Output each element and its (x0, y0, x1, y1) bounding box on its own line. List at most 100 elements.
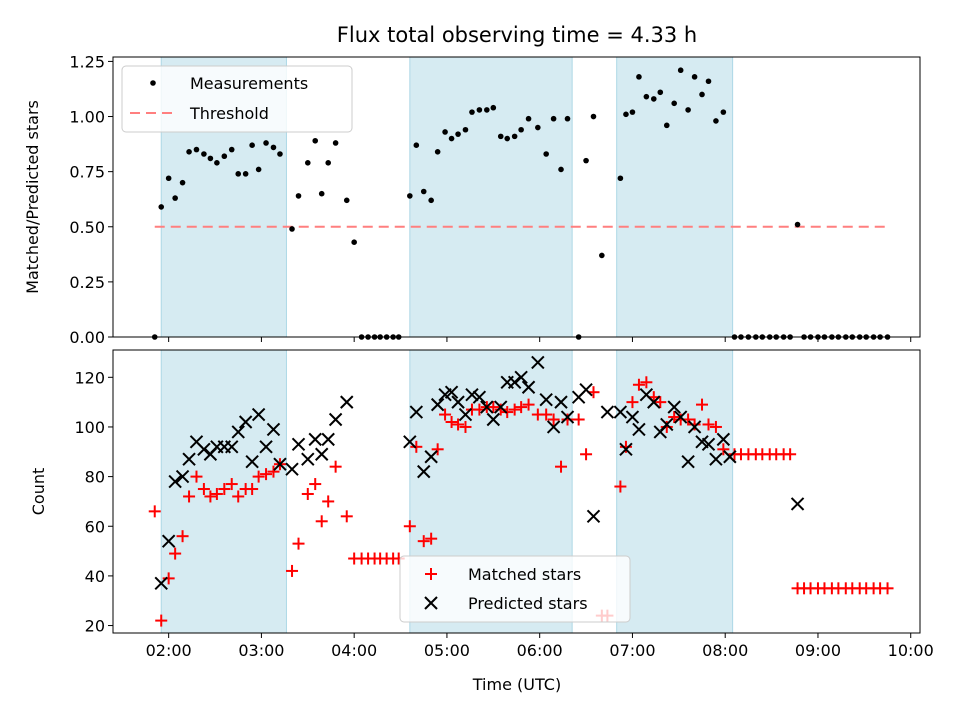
matched-star-point (881, 582, 894, 595)
legend-label-matched: Matched stars (468, 565, 581, 584)
matched-star-point (169, 547, 182, 560)
predicted-star-point (521, 380, 536, 394)
measurement-point (636, 74, 642, 80)
predicted-star-point (430, 397, 445, 412)
predicted-star-point (472, 390, 487, 404)
measurement-point (691, 74, 698, 80)
measurement-point (484, 107, 490, 113)
measurement-point (705, 78, 712, 85)
y-tick-label: 0.25 (69, 273, 105, 292)
measurement-point (235, 171, 242, 177)
measurements-legend-marker (150, 80, 156, 86)
measurement-point (525, 115, 532, 122)
predicted-star-point (560, 410, 575, 424)
predicted-star-point (494, 400, 508, 414)
predicted-star-point (586, 509, 601, 524)
predicted-star-point (175, 469, 190, 484)
matched-star-point (183, 490, 196, 503)
measurement-point (228, 146, 235, 153)
predicted-star-point (291, 437, 306, 452)
predicted-star-point (273, 457, 287, 471)
matched-star-point (540, 408, 553, 421)
predicted-star-point (554, 395, 568, 409)
matched-star-point (660, 420, 673, 433)
matched-star-point (260, 468, 273, 481)
predicted-star-point (251, 407, 266, 422)
predicted-star-point (613, 405, 628, 419)
measurement-point (583, 157, 589, 164)
predicted-star-point (409, 405, 424, 419)
matched-star-point (619, 440, 632, 453)
measurement-point (677, 67, 684, 74)
y-tick-label: 60 (85, 517, 105, 536)
measurement-point (794, 221, 801, 228)
predicted-star-point (701, 437, 716, 452)
measurement-point (207, 155, 214, 162)
predicted-star-point (507, 375, 522, 389)
measurement-point (407, 193, 413, 199)
predicted-star-point (328, 412, 343, 427)
measurement-point (511, 133, 518, 140)
predicted-star-point (480, 400, 494, 414)
predicted-star-point (600, 405, 615, 419)
measurement-point (179, 179, 186, 186)
measurement-point (343, 197, 350, 204)
y-tick-label: 100 (74, 418, 105, 437)
bottom-legend: Matched stars Predicted stars (399, 555, 631, 623)
measurement-point (564, 115, 571, 122)
predicted-star-point (723, 450, 737, 464)
measurement-point (325, 160, 332, 166)
measurement-point (550, 115, 557, 122)
predicted-star-point (667, 400, 681, 414)
measurement-point (263, 140, 269, 146)
observing-window-3 (616, 56, 734, 338)
matched-star-point (176, 530, 189, 543)
predicted-star-point (225, 440, 239, 454)
matched-star-point (508, 403, 521, 416)
measurement-point (312, 137, 319, 144)
matched-star-point (322, 495, 335, 508)
predicted-star-point (417, 464, 431, 479)
measurement-point (214, 160, 220, 166)
observing-window-2 (409, 56, 573, 338)
matched-star-point (547, 413, 560, 426)
matched-star-point (717, 443, 730, 456)
measurement-point (590, 113, 597, 120)
matched-star-point (696, 398, 709, 411)
matched-star-point (403, 520, 416, 533)
matched-star-point (709, 420, 722, 433)
matched-star-point (654, 396, 667, 409)
bottom-y-axis-label: Count (29, 468, 48, 516)
measurement-point (558, 166, 564, 173)
x-tick-label: 03:00 (238, 641, 284, 660)
matched-star-point (204, 490, 217, 503)
measurement-point (165, 175, 172, 182)
predicted-star-point (321, 432, 335, 447)
matched-star-point (640, 376, 653, 389)
matched-star-point (555, 460, 568, 473)
predicted-star-point (154, 576, 168, 591)
top-y-axis-label: Matched/Predicted stars (23, 100, 42, 294)
matched-star-point (431, 443, 444, 456)
matched-star-point (246, 483, 259, 496)
matched-star-point (252, 470, 265, 483)
matched-star-point (301, 487, 314, 500)
predicted-star-point (161, 534, 176, 548)
predicted-star-point (451, 395, 465, 409)
matched-legend-marker (425, 568, 437, 580)
predicted-star-point (301, 452, 315, 466)
predicted-star-point (660, 417, 674, 432)
y-tick-label: 1.25 (69, 52, 105, 71)
predicted-legend-marker (424, 596, 438, 610)
matched-star-point (329, 460, 342, 473)
predicted-star-point (681, 455, 695, 469)
measurement-point (186, 149, 192, 155)
measurement-point (599, 252, 605, 259)
matched-star-point (197, 483, 210, 496)
predicted-star-point (632, 422, 646, 437)
x-tick-label: 02:00 (146, 641, 192, 660)
matched-star-point (425, 532, 438, 545)
measurement-point (671, 100, 677, 107)
predicted-star-point (539, 392, 553, 407)
